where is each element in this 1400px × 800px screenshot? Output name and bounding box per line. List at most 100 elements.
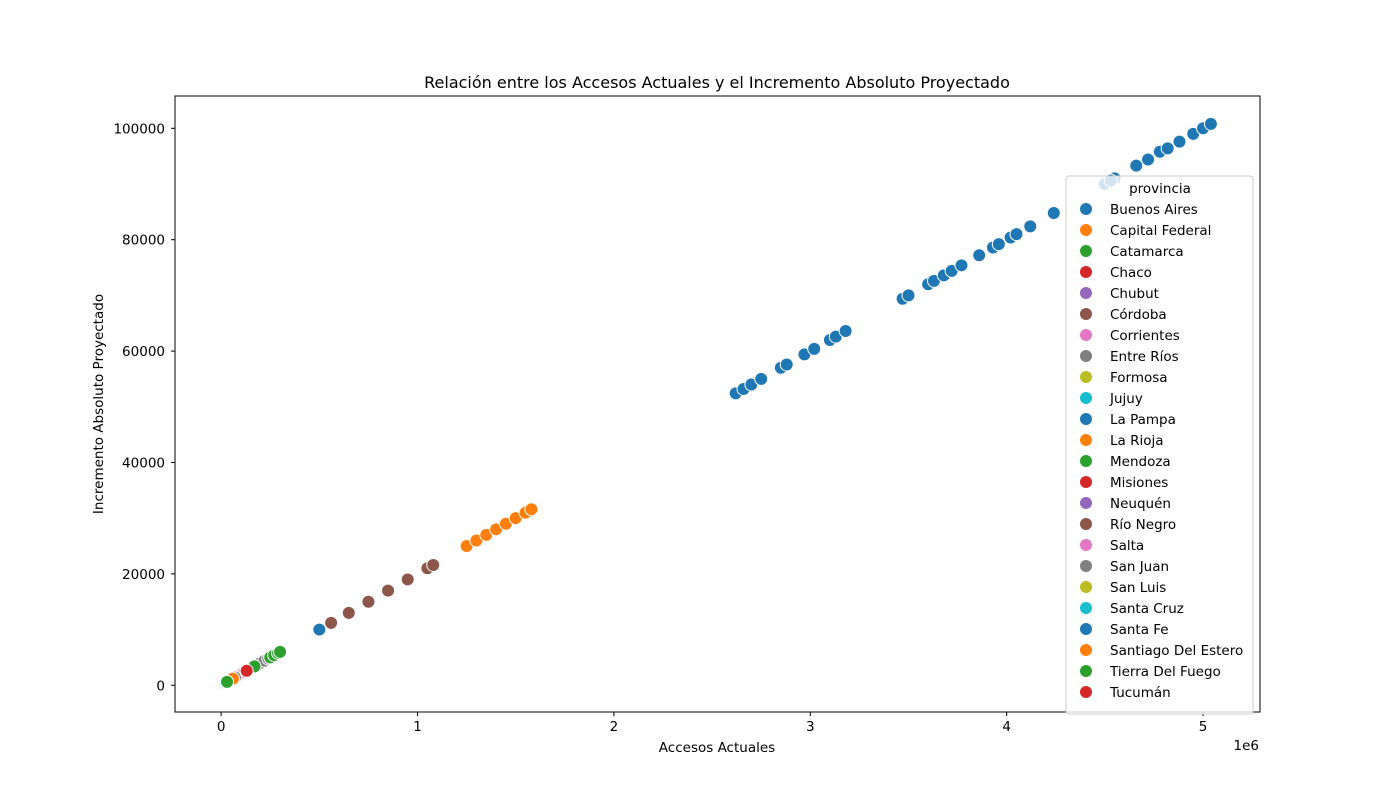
- legend-marker-catamarca: [1079, 244, 1093, 258]
- point-buenos-aires-7: [1172, 134, 1187, 149]
- point-santa-fe-11: [838, 324, 853, 339]
- legend-label-rio-negro: Río Negro: [1110, 517, 1176, 533]
- points-layer: [216, 116, 1218, 692]
- x-axis: 0 1 2 3 4 5: [217, 712, 1207, 735]
- legend-label-santa-cruz: Santa Cruz: [1110, 601, 1184, 617]
- point-buenos-aires-3: [1129, 158, 1144, 173]
- legend-marker-santa-cruz: [1079, 601, 1093, 615]
- legend-label-santa-fe: Santa Fe: [1110, 622, 1169, 638]
- point-buenos-aires-10: [1203, 116, 1218, 131]
- legend-marker-misiones: [1079, 475, 1093, 489]
- y-tick-label-2: 40000: [122, 455, 165, 471]
- legend-label-chaco: Chaco: [1110, 265, 1152, 281]
- y-tick-label-3: 60000: [122, 344, 165, 360]
- point-buenos-aires-4: [1141, 152, 1156, 167]
- legend-label-san-juan: San Juan: [1110, 559, 1169, 575]
- point-santa-fe-18: [954, 258, 969, 273]
- legend: provincia Buenos Aires Capital Federal Cata…: [1065, 175, 1254, 715]
- legend-label-la-rioja: La Rioja: [1110, 433, 1164, 449]
- point-santa-fe-24: [1023, 219, 1038, 234]
- legend-marker-tucuman: [1079, 685, 1093, 699]
- legend-marker-la-pampa: [1079, 412, 1093, 426]
- legend-label-formosa: Formosa: [1110, 370, 1168, 386]
- legend-marker-san-luis: [1079, 580, 1093, 594]
- point-cordoba-2: [361, 594, 376, 609]
- point-santa-fe-6: [779, 357, 794, 372]
- y-axis-label: Incremento Absoluto Proyectado: [91, 294, 107, 514]
- point-santa-fe-8: [807, 341, 822, 356]
- legend-marker-salta: [1079, 538, 1093, 552]
- point-tierra-del-fuego-0: [220, 674, 235, 689]
- legend-label-chubut: Chubut: [1110, 286, 1159, 302]
- point-cordoba-1: [341, 605, 356, 620]
- legend-marker-jujuy: [1079, 391, 1093, 405]
- point-santa-fe-19: [972, 248, 987, 263]
- point-santa-fe-4: [754, 371, 769, 386]
- legend-marker-rio-negro: [1079, 517, 1093, 531]
- x-tick-label-4: 4: [1002, 719, 1011, 735]
- legend-label-entre-rios: Entre Ríos: [1110, 349, 1179, 365]
- y-tick-label-5: 100000: [113, 121, 165, 137]
- legend-marker-cordoba: [1079, 307, 1093, 321]
- legend-marker-neuquen: [1079, 496, 1093, 510]
- legend-marker-la-rioja: [1079, 433, 1093, 447]
- legend-marker-santa-fe: [1079, 622, 1093, 636]
- point-santa-fe-25: [1046, 205, 1061, 220]
- point-mendoza-3: [273, 644, 288, 659]
- point-santa-fe-13: [901, 288, 916, 303]
- y-tick-label-1: 20000: [122, 567, 165, 583]
- x-tick-label-2: 2: [610, 719, 619, 735]
- legend-label-corrientes: Corrientes: [1110, 328, 1180, 344]
- y-tick-label-0: 0: [156, 678, 165, 694]
- y-axis: 0 20000 40000 60000 80000 100000: [113, 121, 175, 694]
- point-santa-fe-23: [1009, 227, 1024, 242]
- legend-marker-mendoza: [1079, 454, 1093, 468]
- x-tick-label-3: 3: [806, 719, 815, 735]
- legend-label-misiones: Misiones: [1110, 475, 1168, 491]
- legend-label-buenos-aires: Buenos Aires: [1110, 202, 1198, 218]
- plot-frame: [174, 95, 1261, 713]
- point-cordoba-4: [400, 572, 415, 587]
- legend-marker-santiago-del-estero: [1079, 643, 1093, 657]
- legend-label-salta: Salta: [1110, 538, 1144, 554]
- legend-marker-corrientes: [1079, 328, 1093, 342]
- legend-label-la-pampa: La Pampa: [1110, 412, 1176, 428]
- point-buenos-aires-6: [1160, 141, 1175, 156]
- legend-marker-san-juan: [1079, 559, 1093, 573]
- point-capital-federal-7: [524, 502, 539, 517]
- legend-box: [1065, 175, 1254, 715]
- legend-marker-chubut: [1079, 286, 1093, 300]
- legend-marker-capital-federal: [1079, 223, 1093, 237]
- legend-label-tucuman: Tucumán: [1109, 685, 1171, 701]
- chart-title: Relación entre los Accesos Actuales y el…: [424, 73, 1010, 92]
- legend-label-catamarca: Catamarca: [1110, 244, 1184, 260]
- legend-marker-entre-rios: [1079, 349, 1093, 363]
- point-cordoba-6: [426, 557, 441, 572]
- point-santa-fe-21: [991, 237, 1006, 252]
- point-tucuman-0: [239, 663, 254, 678]
- legend-marker-buenos-aires: [1079, 202, 1093, 216]
- legend-marker-tierra-del-fuego: [1079, 664, 1093, 678]
- x-axis-label: Accesos Actuales: [659, 740, 775, 756]
- legend-marker-formosa: [1079, 370, 1093, 384]
- x-tick-label-1: 1: [413, 719, 422, 735]
- legend-label-jujuy: Jujuy: [1109, 391, 1143, 407]
- x-tick-label-0: 0: [217, 719, 226, 735]
- legend-label-san-luis: San Luis: [1110, 580, 1166, 596]
- point-cordoba-3: [381, 583, 396, 598]
- legend-label-capital-federal: Capital Federal: [1110, 223, 1211, 239]
- x-tick-label-5: 5: [1199, 719, 1208, 735]
- legend-label-mendoza: Mendoza: [1110, 454, 1171, 470]
- y-tick-label-4: 80000: [122, 233, 165, 249]
- legend-label-neuquen: Neuquén: [1110, 496, 1171, 512]
- legend-label-tierra-del-fuego: Tierra Del Fuego: [1109, 664, 1221, 680]
- point-santa-fe-0: [312, 622, 327, 637]
- legend-label-santiago-del-estero: Santiago Del Estero: [1110, 643, 1243, 659]
- point-cordoba-0: [324, 615, 339, 630]
- legend-marker-chaco: [1079, 265, 1093, 279]
- x-axis-offset-label: 1e6: [1234, 738, 1259, 754]
- legend-title: provincia: [1129, 181, 1191, 197]
- legend-label-cordoba: Córdoba: [1110, 307, 1167, 323]
